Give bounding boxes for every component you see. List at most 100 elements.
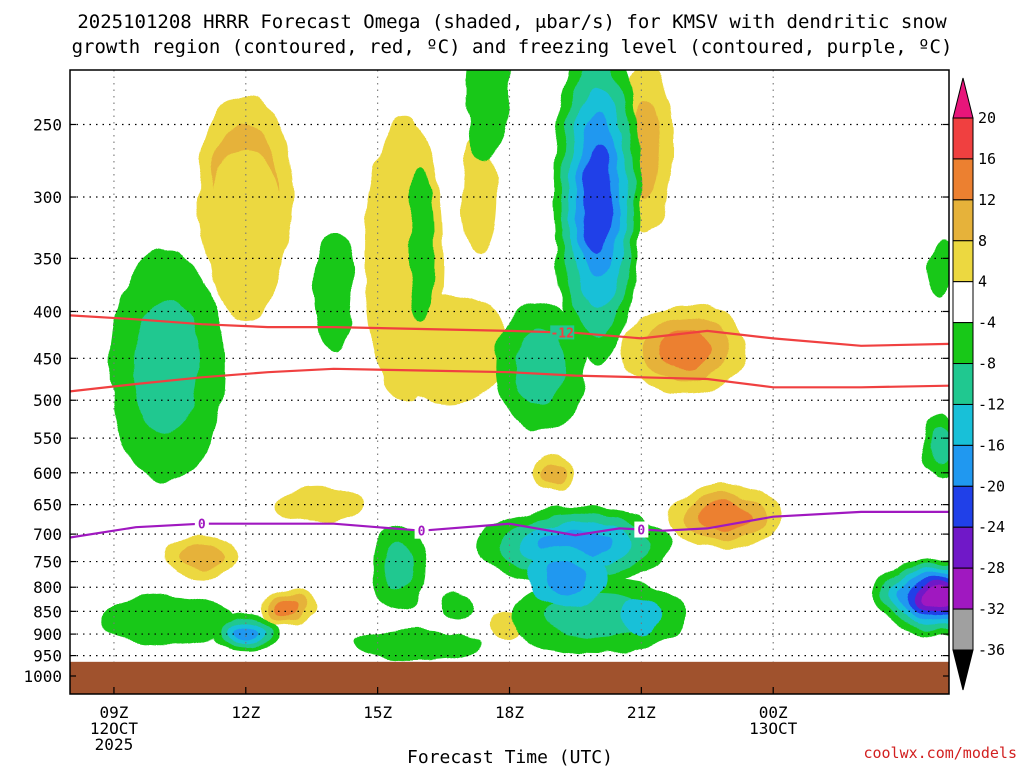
chart-title-line2: growth region (contoured, red, ºC) and f… [72,36,953,58]
colorbar-bin-3 [952,199,974,242]
omega-feature-16-level-1 [313,233,354,350]
colorbar-bin-12 [952,567,974,610]
colorbar-label-13: -36 [978,641,1005,659]
freezing-level-line [70,510,949,539]
x-tick-label-24-1: 00Z [759,703,788,722]
colorbar-label-8: -16 [978,436,1005,454]
dgz-label-bg-0 [550,325,575,340]
x-tick-label-9-1: 09Z [99,703,128,722]
x-tick-label-18-1: 18Z [495,703,524,722]
omega-feature-19-level-1 [351,629,484,661]
colorbar-top-arrow [952,77,974,119]
colorbar-label-2: 12 [978,191,996,209]
dgz-contours [70,314,949,393]
colorbar-bin-9 [952,444,974,487]
colorbar-bin-10 [952,485,974,528]
freezing-level-label-0: 0 [198,518,206,533]
omega-feature-26-level-2 [543,559,590,595]
y-tick-label-450: 450 [33,349,62,368]
y-tick-label-850: 850 [33,602,62,621]
colorbar-label-9: -20 [978,477,1005,495]
colorbar-bin-8 [952,403,974,446]
dgz-contour-1 [70,367,949,393]
colorbar-label-0: 20 [978,109,996,127]
chart-title-line1: 2025101208 HRRR Forecast Omega (shaded, … [77,11,947,33]
omega-feature-21-level-1 [465,70,510,162]
y-axis: 250 300 350 400 450 500 550 600 650 700 750 800 850 9… [23,115,949,686]
x-tick-label-21-1: 21Z [627,703,656,722]
x-tick-label-12-1: 12Z [231,703,260,722]
x-tick-label-9-3: 2025 [95,735,134,754]
omega-feature-15-level-4 [233,624,259,640]
x-tick-label-24-2: 13OCT [749,719,798,738]
freezing-level-label-1: 0 [418,525,426,540]
colorbar-label-11: -28 [978,559,1005,577]
y-tick-label-950: 950 [33,647,62,666]
colorbar-label-12: -32 [978,600,1005,618]
y-tick-label-1000: 1000 [23,667,62,686]
colorbar-bottom-arrow [952,649,974,691]
y-tick-label-350: 350 [33,249,62,268]
colorbar-bin-13 [952,608,974,651]
y-tick-label-300: 300 [33,188,62,207]
omega-feature-28-level-7 [922,586,949,608]
x-tick-label-9-2: 12OCT [90,719,139,738]
colorbar-bin-2 [952,158,974,201]
omega-feature-11-level-3 [278,598,302,615]
y-tick-label-900: 900 [33,625,62,644]
gridlines [70,70,949,694]
colorbar: 20 16 12 8 4 -4 -8 -12 -16 -20 -24 -28 -32 -36 [952,77,1005,691]
colorbar-label-5: -4 [978,314,996,332]
y-tick-label-250: 250 [33,115,62,134]
contour-labels: -12 0 0 0 [194,325,649,540]
freezing-label-bg-0 [194,515,209,532]
dgz-contour-label-0: -12 [550,326,573,341]
colorbar-label-4: 4 [978,273,987,291]
omega-feature-18-level-2 [384,542,415,591]
y-tick-label-550: 550 [33,429,62,448]
freezing-level-contour [70,510,949,539]
x-tick-label-15-1: 15Z [363,703,392,722]
y-tick-label-500: 500 [33,391,62,410]
colorbar-label-1: 16 [978,150,996,168]
omega-feature-1-level-1 [206,149,286,321]
omega-feature-4-level-1 [461,136,497,258]
omega-feature-17-level-1 [408,169,435,324]
omega-feature-13-level-2 [133,300,200,434]
colorbar-bin-6 [952,322,974,365]
colorbar-bin-5 [952,281,974,324]
y-tick-label-400: 400 [33,302,62,321]
y-tick-label-700: 700 [33,525,62,544]
colorbar-label-3: 8 [978,232,987,250]
colorbar-bin-7 [952,363,974,405]
omega-feature-10-level-2 [181,543,223,569]
colorbar-label-7: -12 [978,395,1005,413]
omega-feature-9-level-1 [276,486,365,523]
dgz-contour-0 [70,314,949,347]
omega-feature-14-level-1 [100,595,233,646]
y-tick-label-650: 650 [33,496,62,515]
freezing-level-label-2: 0 [637,524,645,539]
omega-feature-22-level-2 [514,329,566,405]
y-tick-label-800: 800 [33,578,62,597]
colorbar-label-6: -8 [978,355,996,373]
y-tick-label-750: 750 [33,553,62,572]
omega-feature-6-level-3 [658,329,712,370]
colorbar-label-10: -24 [978,518,1005,536]
omega-feature-29-level-2 [930,426,949,464]
freezing-label-bg-2 [634,521,649,538]
omega-feature-30-level-1 [927,241,949,298]
omega-feature-20-level-1 [441,594,473,619]
colorbar-bin-4 [952,240,974,283]
omega-feature-8-level-2 [542,461,565,485]
omega-feature-27-level-1 [619,597,664,635]
omega-feature-3-level-1 [386,294,510,404]
credit-link[interactable]: coolwx.com/models [863,744,1017,762]
colorbar-bin-11 [952,526,974,569]
colorbar-bin-1 [952,117,974,160]
x-axis-label: Forecast Time (UTC) [407,747,613,768]
omega-feature-7-level-3 [700,502,750,531]
freezing-label-bg-1 [414,522,429,539]
